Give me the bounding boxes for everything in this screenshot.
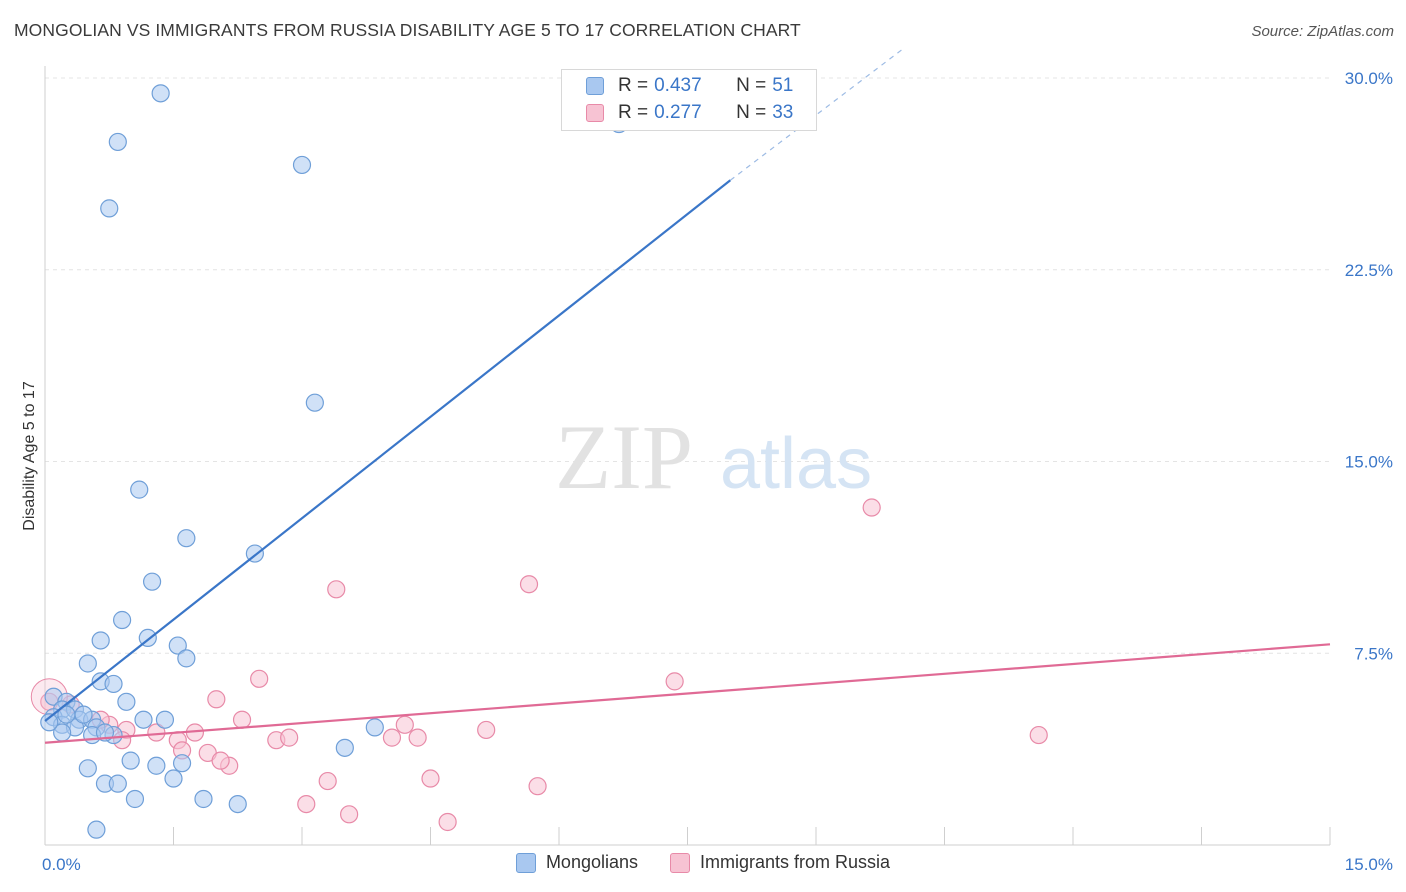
immigrants-point bbox=[862, 498, 881, 517]
mongolians-point bbox=[87, 820, 106, 839]
mongolians-point bbox=[365, 718, 384, 737]
y-tick-label: 15.0% bbox=[1345, 453, 1393, 472]
legend-row-immigrants: R = 0.277 N = 33 bbox=[586, 101, 793, 125]
watermark: ZIP atlas bbox=[555, 406, 872, 508]
x-tick-label: 15.0% bbox=[1345, 855, 1393, 874]
legend-n-label: N = bbox=[736, 102, 767, 123]
mongolians-point bbox=[177, 529, 196, 548]
mongolians-point bbox=[194, 789, 213, 809]
grid-lines bbox=[45, 77, 1330, 654]
legend-swatch-mongolians bbox=[515, 852, 536, 873]
legend-n-value: 33 bbox=[772, 102, 794, 123]
mongolians-point bbox=[142, 572, 162, 591]
immigrants-point bbox=[327, 580, 346, 599]
legend-row-mongolians: R = 0.437 N = 51 bbox=[586, 74, 793, 98]
mongolians-point bbox=[74, 705, 93, 724]
legend-item-mongolians[interactable]: Mongolians bbox=[515, 852, 638, 873]
immigrants-point bbox=[408, 728, 427, 747]
tick-labels: 7.5% 15.0% 22.5% 30.0% 0.0% 15.0% bbox=[42, 69, 1393, 874]
legend-stats: R = 0.437 N = 51 R = 0.277 N = 33 bbox=[561, 69, 817, 131]
mongolians-point bbox=[78, 654, 97, 673]
immigrants-point bbox=[232, 710, 252, 729]
mongolians-point bbox=[100, 199, 119, 218]
y-tick-label: 30.0% bbox=[1345, 69, 1393, 88]
mongolians-point bbox=[91, 631, 110, 650]
immigrants-point bbox=[665, 672, 684, 691]
legend-swatch-immigrants bbox=[586, 104, 604, 122]
immigrants-point bbox=[250, 669, 269, 688]
immigrants-point bbox=[340, 805, 359, 824]
immigrants-point bbox=[1029, 725, 1048, 745]
legend-swatch-immigrants bbox=[670, 852, 690, 873]
y-tick-label: 7.5% bbox=[1354, 644, 1393, 663]
legend-r-value: 0.277 bbox=[654, 102, 702, 123]
mongolians-point bbox=[134, 710, 153, 729]
mongolians-point bbox=[40, 713, 59, 732]
immigrants-point bbox=[382, 728, 402, 747]
mongolians-point bbox=[172, 754, 192, 773]
immigrants-point bbox=[519, 575, 539, 594]
mongolians-point bbox=[177, 649, 196, 668]
immigrants-point bbox=[395, 715, 414, 734]
legend-r-value: 0.437 bbox=[654, 75, 702, 96]
immigrants-point bbox=[421, 769, 440, 788]
mongolians-point bbox=[164, 769, 183, 788]
x-tick-label: 0.0% bbox=[42, 855, 81, 874]
immigrants-point bbox=[207, 690, 226, 709]
mongolians-point bbox=[335, 738, 354, 757]
mongolians-point bbox=[155, 710, 175, 729]
mongolians-point bbox=[104, 674, 123, 694]
mongolians-point bbox=[78, 759, 97, 778]
legend-n-value: 51 bbox=[772, 75, 794, 96]
legend-r-label: R = bbox=[618, 75, 649, 96]
immigrants-point bbox=[280, 728, 299, 747]
mongolians-point bbox=[228, 794, 247, 814]
mongolians-point bbox=[108, 132, 127, 152]
source-credit: Source: ZipAtlas.com bbox=[1251, 23, 1394, 40]
mongolians-point bbox=[125, 789, 145, 809]
legend-n-label: N = bbox=[736, 75, 767, 96]
watermark-zip: ZIP bbox=[555, 406, 693, 508]
immigrants-point bbox=[211, 751, 230, 770]
immigrants-point bbox=[528, 777, 547, 796]
legend-swatch-mongolians bbox=[586, 77, 604, 95]
immigrants-point bbox=[318, 771, 337, 791]
mongolians-point bbox=[151, 84, 170, 103]
immigrants-trend-line bbox=[44, 643, 1331, 744]
immigrants-point bbox=[297, 794, 316, 814]
series-legend: Mongolians Immigrants from Russia bbox=[0, 852, 1406, 873]
immigrants-point bbox=[477, 720, 496, 740]
legend-item-immigrants[interactable]: Immigrants from Russia bbox=[670, 852, 890, 873]
mongolians-point bbox=[168, 636, 187, 655]
y-tick-label: 22.5% bbox=[1345, 261, 1393, 280]
mongolians-point bbox=[292, 155, 312, 175]
mongolians-point bbox=[112, 610, 132, 630]
mongolians-point bbox=[130, 480, 149, 499]
mongolians-point bbox=[147, 756, 166, 775]
immigrants-point bbox=[438, 812, 457, 832]
legend-r-label: R = bbox=[618, 102, 649, 123]
mongolians-point bbox=[305, 393, 324, 412]
chart-title: MONGOLIAN VS IMMIGRANTS FROM RUSSIA DISA… bbox=[14, 20, 801, 40]
y-axis-label: Disability Age 5 to 17 bbox=[21, 381, 38, 531]
watermark-atlas: atlas bbox=[720, 424, 872, 504]
legend-label-immigrants: Immigrants from Russia bbox=[700, 852, 891, 872]
trend-lines bbox=[44, 49, 1331, 744]
legend-label-mongolians: Mongolians bbox=[545, 852, 638, 872]
mongolians-point bbox=[121, 751, 140, 770]
mongolians-point bbox=[117, 692, 136, 711]
mongolians-trend-line bbox=[44, 179, 732, 722]
mongolians-point bbox=[108, 774, 127, 793]
